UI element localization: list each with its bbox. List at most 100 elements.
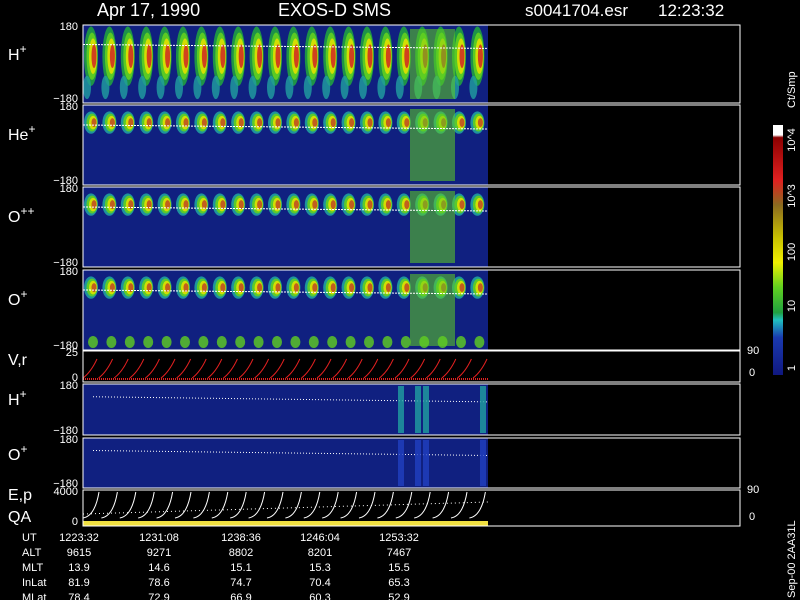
- spectrogram-blob: [477, 283, 483, 293]
- row-value: 1231:08: [139, 532, 179, 544]
- row-value: 1238:36: [221, 532, 261, 544]
- spectrogram-blob: [91, 200, 97, 210]
- spectrogram-blob: [156, 75, 165, 100]
- row-value: 15.5: [388, 562, 409, 574]
- trace: [82, 501, 489, 515]
- sawtooth: [457, 358, 472, 379]
- spectrogram-blob: [88, 336, 98, 348]
- arc: [193, 491, 210, 519]
- row-value: 15.1: [230, 562, 251, 574]
- arc: [248, 491, 266, 519]
- sawtooth: [129, 358, 145, 379]
- spectrogram-blob: [275, 200, 281, 210]
- spectrogram-blob: [345, 336, 356, 348]
- spectrogram-blob: [220, 200, 226, 210]
- spectrogram-blob: [183, 118, 189, 128]
- colorbar-label: 10: [786, 300, 798, 312]
- arc: [119, 491, 137, 519]
- spectrogram-blob: [285, 75, 294, 100]
- sawtooth: [223, 358, 238, 379]
- panel-label: He+: [8, 122, 35, 144]
- trace: [82, 124, 489, 130]
- label-sup: +: [20, 387, 27, 401]
- spectrogram-blob: [119, 75, 128, 100]
- sawtooth: [425, 358, 441, 379]
- spectrogram-blob: [128, 44, 134, 69]
- row-label: MLat: [22, 592, 46, 600]
- row-value: 66.9: [230, 592, 251, 600]
- sawtooth: [332, 358, 348, 379]
- y2-tick-label: 0: [749, 511, 755, 523]
- spectrogram-blob: [257, 283, 263, 293]
- spectrogram-blob: [385, 283, 391, 293]
- spectrogram-blob: [459, 118, 465, 128]
- arc: [303, 491, 321, 519]
- spectrogram-blob: [330, 283, 336, 293]
- panel-frame: [82, 24, 741, 104]
- spectrogram-blob: [101, 75, 110, 100]
- arc: [285, 491, 302, 519]
- spectrogram-blob: [364, 336, 374, 348]
- panel-frame: [82, 186, 741, 268]
- sawtooth: [145, 358, 160, 379]
- sawtooth: [160, 358, 176, 379]
- spectrogram-blob: [459, 44, 465, 69]
- spectrogram-blob: [312, 283, 318, 293]
- spectrogram-blob: [293, 200, 299, 210]
- label-sup: +: [28, 122, 35, 136]
- side-note: Sep-00 2AA31L: [786, 520, 798, 598]
- spectrogram-blob: [359, 75, 367, 100]
- spectrogram-blob: [211, 75, 220, 100]
- arc: [174, 491, 192, 519]
- spectrogram-blob: [238, 200, 244, 210]
- sawtooth: [98, 358, 114, 379]
- sawtooth: [394, 358, 410, 379]
- panel-label: E,p: [8, 487, 32, 504]
- spectrogram-blob: [367, 283, 373, 293]
- panel-frame: [82, 104, 741, 186]
- row-value: 65.3: [388, 577, 409, 589]
- row-value: 7467: [387, 547, 411, 559]
- file-name: s0041704.esr: [525, 1, 628, 20]
- y-tick-label: −180: [53, 93, 78, 105]
- spectrogram-blob: [395, 75, 404, 100]
- spectrogram-blob: [220, 118, 226, 128]
- arc: [450, 491, 468, 519]
- y2-tick-label: 90: [747, 484, 759, 496]
- row-value: 78.4: [68, 592, 89, 600]
- spectrogram-blob: [138, 75, 147, 100]
- spectrogram-blob: [349, 200, 355, 210]
- arc: [230, 491, 247, 519]
- spectrogram-blob: [477, 118, 483, 128]
- panel-frame: [82, 437, 741, 489]
- arc: [377, 491, 394, 519]
- spectrogram-blob: [330, 118, 336, 128]
- colorbar-label: 100: [786, 243, 798, 261]
- spectrogram-blob: [410, 29, 455, 99]
- arc: [469, 491, 486, 519]
- arc: [358, 491, 376, 519]
- spectrogram-blob: [183, 44, 189, 69]
- colorbar-label: 10^3: [786, 184, 798, 208]
- spectrogram-blob: [415, 440, 421, 486]
- y-tick-label: −180: [53, 425, 78, 437]
- y-tick-label: 180: [60, 380, 78, 392]
- y-tick-label: 180: [60, 21, 78, 33]
- spectrogram-blob: [175, 75, 183, 100]
- y-tick-label: 4000: [54, 486, 78, 498]
- instrument: EXOS-D SMS: [278, 0, 391, 20]
- arc: [82, 491, 100, 519]
- spectrogram-blob: [183, 200, 189, 210]
- spectrogram-blob: [193, 75, 202, 100]
- sawtooth: [363, 358, 379, 379]
- spectrogram-blob: [128, 118, 134, 128]
- spectrogram-blob: [198, 336, 209, 348]
- arc: [340, 491, 358, 519]
- arc: [414, 491, 431, 519]
- spectrogram-blob: [303, 75, 312, 100]
- y-tick-label: −180: [53, 257, 78, 269]
- y-tick-label: 25: [66, 347, 78, 359]
- spectrogram-blob: [230, 75, 239, 100]
- y-tick-label: −180: [53, 478, 78, 490]
